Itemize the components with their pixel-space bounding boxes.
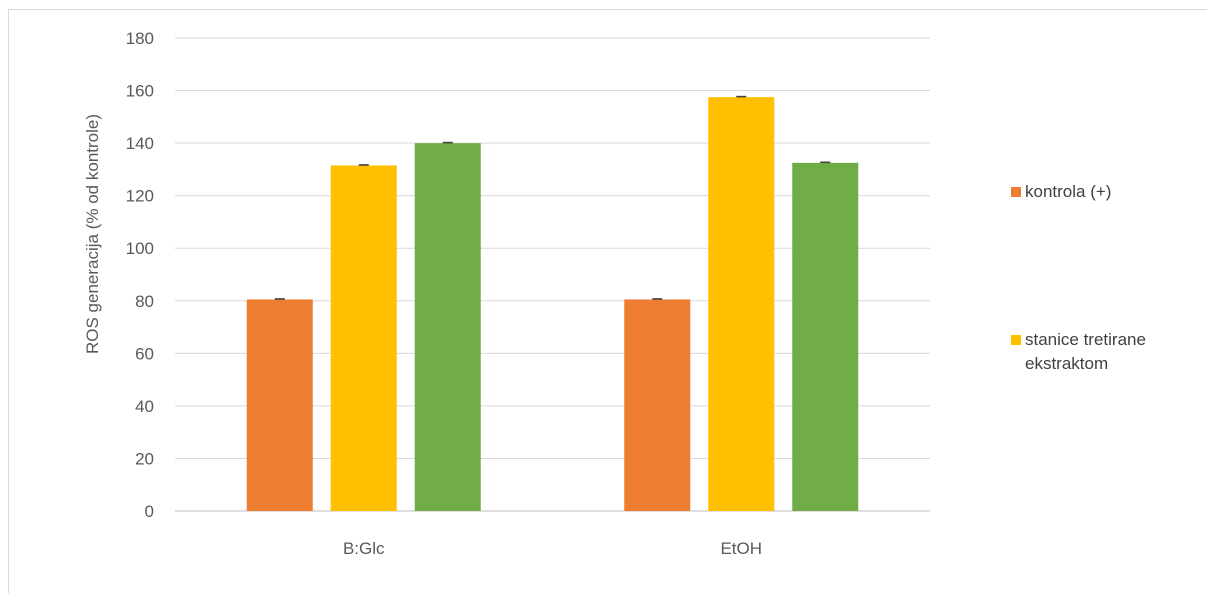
y-tick-label-40: 40 [135,397,154,416]
bar-stanice-1-bglc [330,165,397,512]
bar-series-2-etoh [792,162,859,511]
y-tick-label-140: 140 [126,134,154,153]
y-tick-label-60: 60 [135,344,154,363]
legend-label-stanice: stanice tretirane ekstraktom [1025,330,1146,373]
y-tick-label-0: 0 [145,502,154,521]
legend-label-kontrola: kontrola (+) [1025,182,1112,201]
x-tick-label-etoh: EtOH [720,539,762,558]
chart-frame [8,9,1207,593]
y-tick-label-180: 180 [126,29,154,48]
tick-labels: 0 20 40 60 80 100 120 140 160 180 B:Glc EtOH [126,29,762,558]
y-tick-label-120: 120 [126,187,154,206]
bar-series-2-bglc [414,143,481,511]
y-tick-label-80: 80 [135,292,154,311]
legend-swatch-kontrola [1011,187,1021,197]
bar-kontrola-0-bglc [246,299,313,511]
y-tick-label-100: 100 [126,239,154,258]
bars [246,95,859,512]
legend-item-stanice: stanice tretirane ekstraktom [1011,328,1200,376]
legend-swatch-stanice [1011,335,1021,345]
x-tick-label-bglc: B:Glc [343,539,385,558]
y-tick-label-160: 160 [126,82,154,101]
bar-stanice-1-etoh [708,97,775,511]
y-axis-label: ROS generacija (% od kontrole) [83,114,102,354]
bar-kontrola-0-etoh [624,299,691,511]
legend-item-kontrola: kontrola (+) [1011,180,1200,204]
y-tick-label-20: 20 [135,449,154,468]
